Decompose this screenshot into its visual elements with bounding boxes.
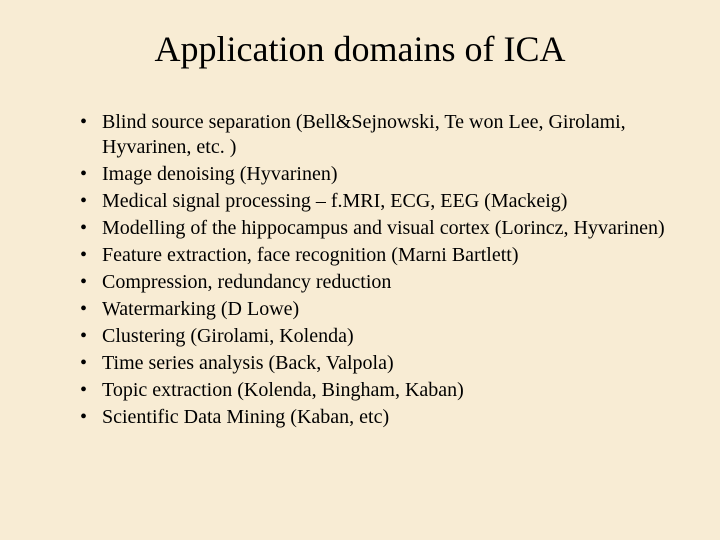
bullet-item: Time series analysis (Back, Valpola): [80, 351, 670, 376]
slide-container: Application domains of ICA Blind source …: [0, 0, 720, 540]
bullet-item: Blind source separation (Bell&Sejnowski,…: [80, 110, 670, 160]
slide-title: Application domains of ICA: [50, 28, 670, 70]
bullet-item: Compression, redundancy reduction: [80, 270, 670, 295]
bullet-item: Modelling of the hippocampus and visual …: [80, 216, 670, 241]
bullet-item: Medical signal processing – f.MRI, ECG, …: [80, 189, 670, 214]
bullet-item: Feature extraction, face recognition (Ma…: [80, 243, 670, 268]
bullet-item: Watermarking (D Lowe): [80, 297, 670, 322]
bullet-item: Topic extraction (Kolenda, Bingham, Kaba…: [80, 378, 670, 403]
bullet-item: Clustering (Girolami, Kolenda): [80, 324, 670, 349]
bullet-item: Scientific Data Mining (Kaban, etc): [80, 405, 670, 430]
bullet-list: Blind source separation (Bell&Sejnowski,…: [50, 110, 670, 430]
bullet-item: Image denoising (Hyvarinen): [80, 162, 670, 187]
